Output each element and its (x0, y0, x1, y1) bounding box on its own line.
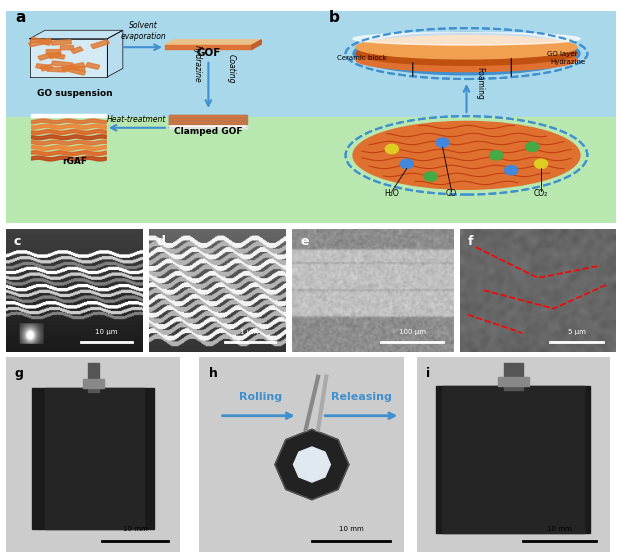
FancyBboxPatch shape (67, 68, 86, 75)
Bar (498, 377, 529, 387)
FancyBboxPatch shape (47, 67, 67, 72)
Ellipse shape (353, 32, 580, 45)
Text: Hydrazine: Hydrazine (550, 59, 586, 65)
Polygon shape (30, 30, 123, 39)
Text: h: h (209, 367, 218, 380)
Text: CO: CO (446, 189, 457, 198)
Polygon shape (294, 447, 330, 482)
Text: Ceramic block: Ceramic block (337, 55, 387, 61)
FancyBboxPatch shape (86, 62, 100, 69)
Polygon shape (165, 45, 252, 49)
Text: 5 μm: 5 μm (568, 329, 586, 335)
Text: H₂O: H₂O (384, 189, 399, 198)
Ellipse shape (353, 122, 580, 189)
Ellipse shape (356, 42, 577, 65)
Text: Releasing: Releasing (331, 392, 392, 402)
Circle shape (400, 159, 414, 169)
FancyBboxPatch shape (62, 62, 85, 71)
Text: Foaming: Foaming (475, 67, 485, 100)
Circle shape (526, 142, 539, 152)
Text: d: d (156, 235, 165, 248)
Polygon shape (169, 124, 248, 128)
Text: rGAF: rGAF (62, 157, 87, 166)
Text: GO layer: GO layer (547, 51, 577, 57)
Circle shape (490, 151, 503, 160)
Text: f: f (468, 235, 473, 248)
Bar (32, 388, 154, 529)
FancyBboxPatch shape (49, 52, 62, 59)
Text: 1 μm: 1 μm (240, 329, 258, 335)
Circle shape (504, 166, 518, 175)
Text: 10 mm: 10 mm (123, 526, 147, 532)
Polygon shape (31, 114, 106, 117)
Text: Solvent
evaporation: Solvent evaporation (120, 21, 166, 41)
Text: c: c (13, 235, 21, 248)
Bar (83, 378, 104, 388)
Text: 10 μm: 10 μm (95, 329, 118, 335)
FancyBboxPatch shape (71, 47, 83, 54)
FancyBboxPatch shape (70, 66, 85, 71)
Bar (45, 388, 144, 529)
Text: a: a (16, 9, 26, 25)
Text: Rolling: Rolling (239, 392, 282, 402)
Text: Coating: Coating (227, 54, 236, 83)
Polygon shape (30, 39, 108, 77)
FancyBboxPatch shape (30, 37, 51, 45)
Circle shape (424, 172, 437, 181)
Polygon shape (165, 40, 261, 45)
Text: CO₂: CO₂ (534, 189, 548, 198)
FancyBboxPatch shape (40, 65, 53, 71)
FancyBboxPatch shape (38, 54, 50, 60)
Bar (6, 117, 317, 223)
FancyBboxPatch shape (49, 53, 65, 59)
Text: Heat-treatment: Heat-treatment (107, 116, 167, 124)
Polygon shape (169, 121, 248, 123)
Bar (504, 363, 522, 391)
Bar (6, 11, 317, 117)
Polygon shape (108, 30, 123, 77)
Circle shape (534, 159, 548, 169)
Text: i: i (427, 367, 430, 380)
Text: g: g (15, 367, 24, 380)
Text: 10 mm: 10 mm (338, 526, 363, 532)
Bar (88, 363, 98, 392)
Bar (317, 117, 616, 223)
Polygon shape (169, 118, 248, 121)
FancyBboxPatch shape (91, 40, 109, 49)
FancyBboxPatch shape (46, 50, 61, 54)
Text: e: e (300, 235, 309, 248)
Ellipse shape (356, 48, 577, 71)
Polygon shape (275, 430, 349, 500)
Text: GO suspension: GO suspension (37, 89, 113, 98)
Text: GOF: GOF (196, 47, 221, 57)
FancyBboxPatch shape (60, 46, 73, 50)
Circle shape (436, 138, 449, 147)
Polygon shape (169, 115, 248, 118)
FancyBboxPatch shape (52, 61, 73, 67)
Bar (436, 387, 590, 533)
Text: hydrazine: hydrazine (193, 45, 202, 83)
Text: 100 μm: 100 μm (399, 329, 425, 335)
Circle shape (385, 145, 399, 153)
Bar (317, 11, 616, 117)
FancyBboxPatch shape (52, 40, 72, 45)
FancyBboxPatch shape (36, 64, 48, 69)
Ellipse shape (356, 36, 577, 59)
Ellipse shape (353, 32, 580, 75)
Text: Clamped GOF: Clamped GOF (174, 127, 243, 136)
Bar (442, 387, 585, 533)
Text: b: b (329, 9, 340, 25)
Polygon shape (252, 40, 261, 49)
Text: 10 mm: 10 mm (547, 526, 572, 532)
FancyBboxPatch shape (29, 38, 52, 47)
